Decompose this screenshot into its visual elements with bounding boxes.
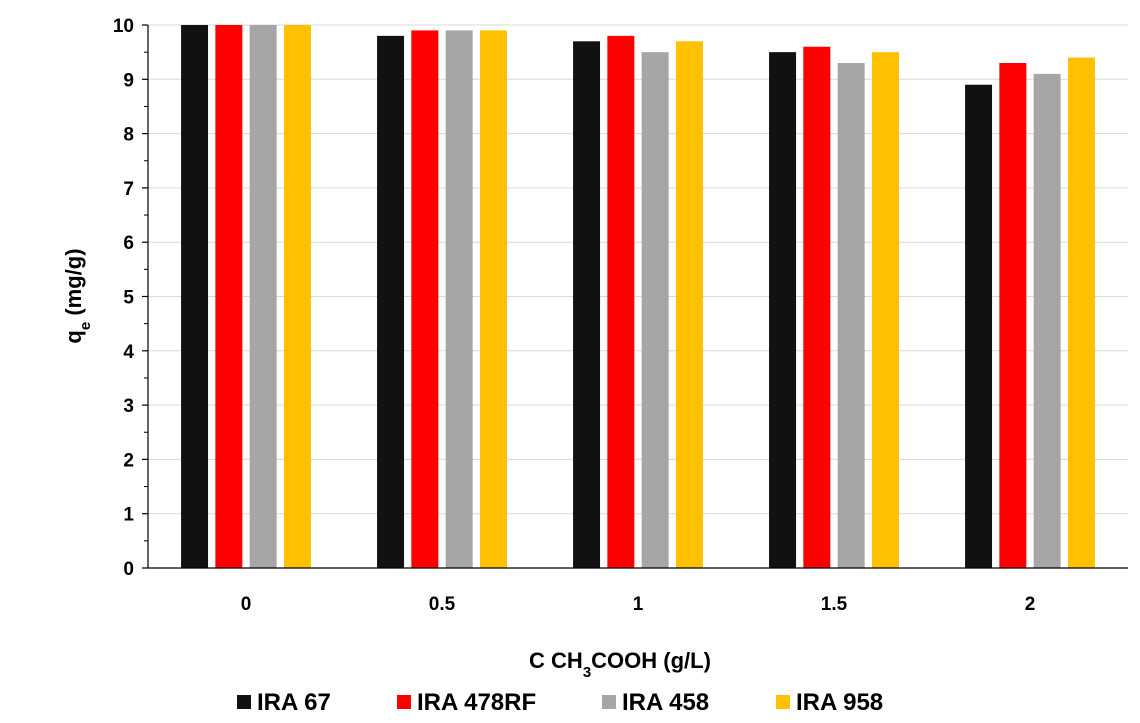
gridlines (148, 24, 1128, 515)
x-tick-label: 1.5 (821, 594, 848, 615)
legend-label: IRA 67 (257, 689, 331, 716)
x-tick-label: 2 (1025, 594, 1036, 615)
bar-ira-958-1.5 (871, 52, 899, 568)
bar-ira-67-2 (965, 84, 993, 568)
bar-ira-458-1 (641, 52, 669, 568)
bars (181, 25, 1095, 569)
bar-ira-958-0 (283, 25, 311, 568)
x-axis-ticks: 0 0.5 1 1.5 2 (241, 594, 1036, 615)
legend-label: IRA 458 (622, 689, 709, 716)
legend-swatch (776, 695, 790, 709)
bar-ira-458-0.5 (445, 30, 473, 569)
bar-ira-67-1.5 (769, 52, 797, 568)
x-tick-label: 0.5 (429, 594, 456, 615)
bar-ira-958-2 (1067, 57, 1095, 569)
bar-ira-458-2 (1033, 73, 1061, 569)
y-tick-label: 9 (123, 70, 134, 91)
bar-ira-67-1 (573, 41, 601, 569)
y-tick-label: 3 (123, 396, 134, 417)
legend-label: IRA 958 (796, 689, 883, 716)
bar-ira-458-1.5 (837, 63, 865, 568)
bar-ira-478rf-1 (607, 35, 635, 569)
bar-ira-67-0.5 (377, 35, 405, 569)
y-tick-label: 4 (123, 342, 134, 363)
bar-ira-958-1 (675, 41, 703, 569)
bar-ira-478rf-1.5 (803, 46, 831, 569)
y-tick-label: 10 (113, 16, 134, 37)
x-tick-label: 0 (241, 594, 252, 615)
bar-ira-478rf-2 (999, 63, 1027, 568)
bar-ira-958-0.5 (479, 30, 507, 569)
bar-ira-67-0 (181, 25, 209, 568)
legend-swatch (397, 695, 411, 709)
legend-swatch (237, 695, 251, 709)
y-axis-title: qe (mg/g) (61, 248, 94, 343)
y-tick-label: 6 (123, 233, 134, 254)
bar-ira-478rf-0 (215, 25, 243, 568)
y-tick-label: 5 (123, 288, 134, 309)
bar-ira-478rf-0.5 (411, 30, 439, 569)
y-tick-label: 0 (123, 559, 134, 580)
y-tick-label: 8 (123, 125, 134, 146)
x-axis-title: C CH3COOH (g/L) (529, 648, 711, 681)
y-tick-label: 2 (123, 450, 134, 471)
x-tick-label: 1 (633, 594, 644, 615)
legend-label: IRA 478RF (417, 689, 536, 716)
bar-ira-458-0 (249, 25, 277, 568)
y-tick-label: 7 (123, 179, 134, 200)
legend: IRA 67 IRA 478RF IRA 458 IRA 958 (237, 689, 883, 716)
y-axis-ticks: 0 1 2 3 4 5 6 7 8 9 10 (113, 16, 148, 580)
y-tick-label: 1 (123, 505, 134, 526)
legend-swatch (602, 695, 616, 709)
